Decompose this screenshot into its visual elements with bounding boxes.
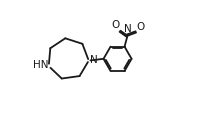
Text: N: N (124, 24, 131, 34)
Text: O: O (137, 22, 145, 32)
Text: N: N (90, 55, 97, 65)
Text: HN: HN (33, 60, 48, 70)
Text: O: O (111, 20, 120, 30)
